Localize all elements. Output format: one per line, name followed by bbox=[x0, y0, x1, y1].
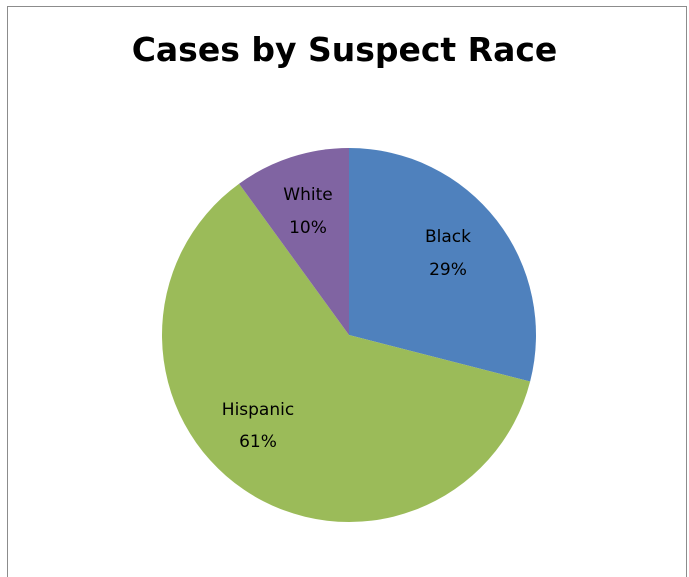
pie-slice-black bbox=[349, 148, 536, 382]
slice-percent-hispanic: 61% bbox=[239, 432, 277, 452]
slice-label-white: White bbox=[283, 185, 332, 205]
chart-title: Cases by Suspect Race bbox=[131, 30, 558, 69]
slice-label-hispanic: Hispanic bbox=[222, 400, 294, 420]
slice-label-black: Black bbox=[425, 227, 471, 247]
slice-percent-white: 10% bbox=[289, 218, 327, 238]
pie-slice-hispanic bbox=[162, 183, 531, 523]
pie-slice-white bbox=[239, 148, 349, 335]
slice-percent-black: 29% bbox=[429, 260, 467, 280]
